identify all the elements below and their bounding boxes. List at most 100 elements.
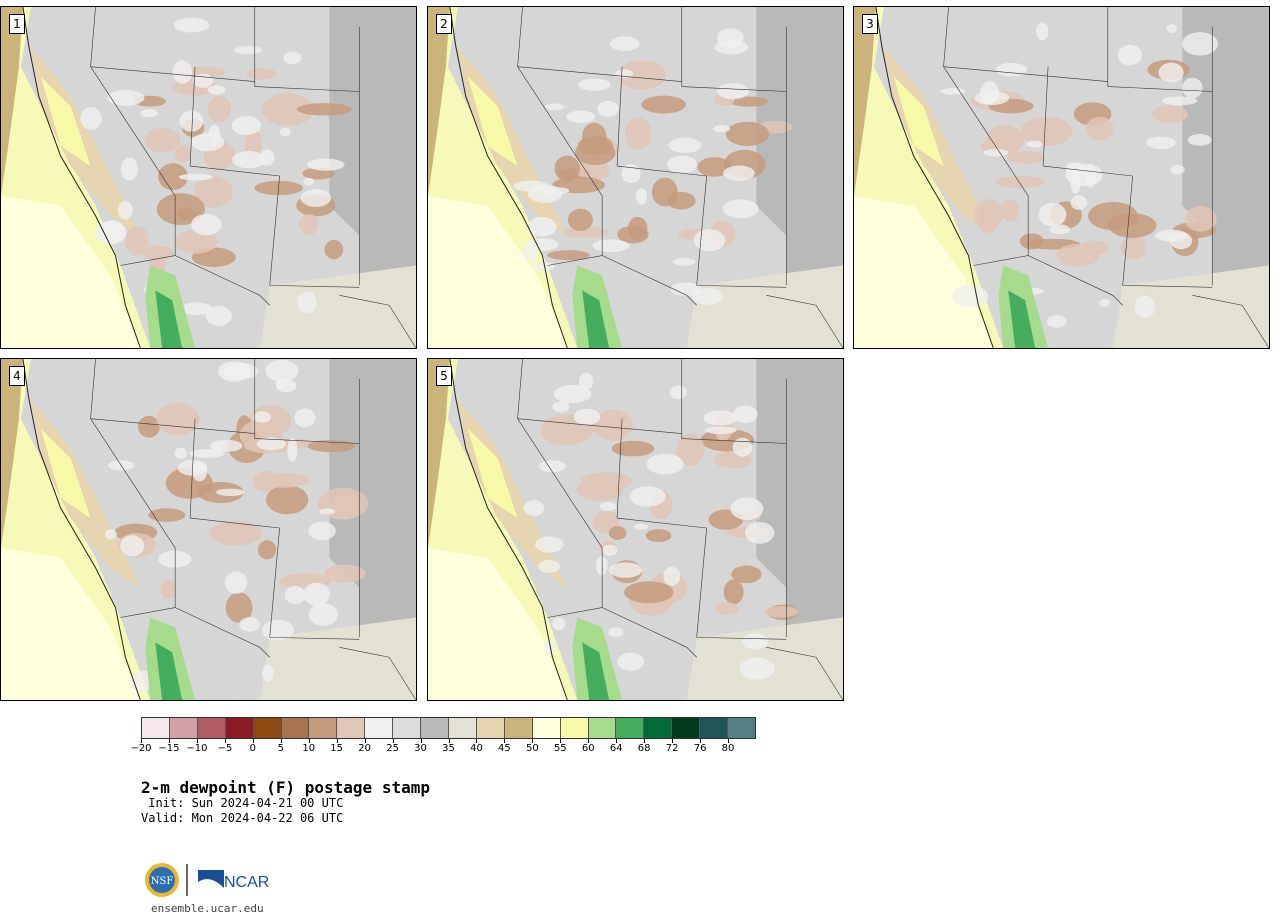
light-patch [544,103,565,111]
state-border [1043,165,1133,177]
dry-patch [995,175,1045,189]
member-3-map: 3 [853,6,1270,349]
member-1-label: 1 [9,14,25,34]
light-patch [216,488,245,496]
colorbar-tick [616,739,618,743]
light-patch [1070,173,1081,194]
dry-patch [175,229,218,254]
colorbar-tick [504,739,506,743]
dry-patch [577,136,614,156]
light-patch [723,165,755,181]
colorbar-swatch [700,718,729,738]
light-patch [205,306,232,326]
colorbar-tick [420,739,422,743]
dewpoint-map [428,7,843,348]
colorbar-tick-label: 80 [721,743,735,754]
light-patch [633,523,649,530]
light-patch [1117,44,1142,66]
state-border [1122,285,1213,288]
light-patch [543,639,556,655]
dry-patch [1006,151,1045,164]
light-patch [232,151,266,169]
light-patch [189,449,225,458]
light-patch [1049,224,1070,235]
state-border [681,86,787,92]
light-patch [1134,295,1156,318]
state-border [1122,175,1133,286]
coastline [875,7,994,348]
colorbar-swatch [393,718,422,738]
colorbar-swatch [616,718,645,738]
light-patch [1099,298,1110,308]
light-patch [1170,164,1185,175]
light-patch [308,602,338,627]
light-patch [663,566,681,586]
colorbar-tick-label: 30 [414,743,427,754]
light-patch [294,408,316,428]
logos: NSF NCAR [144,860,284,900]
ncar-logo-text: NCAR [224,874,269,891]
state-border [616,66,623,167]
light-patch [609,36,640,51]
light-patch [104,529,117,540]
light-patch [284,585,306,605]
colorbar-tick [672,739,674,743]
colorbar-tick [280,739,282,743]
light-patch [739,657,775,680]
light-patch [207,85,226,95]
light-patch [1085,164,1096,188]
nsf-logo-icon: NSF [145,863,179,897]
colorbar-tick [168,739,170,743]
light-patch [80,107,102,130]
offshore-zone [854,7,876,196]
state-border [1028,255,1123,306]
colorbar-tick-label: −5 [217,743,233,754]
dry-patch [148,508,186,522]
colorbar-tick-label: 64 [609,743,623,754]
dewpoint-map [1,359,416,700]
offshore-zone [1,359,23,548]
colorbar-swatch [197,718,226,738]
colorbar-tick [476,739,478,743]
state-border [517,418,682,434]
light-patch [107,89,145,106]
coastline [22,359,141,700]
central-valley [40,76,91,167]
light-patch [673,257,696,266]
light-patch [1158,62,1184,83]
member-2-label: 2 [436,14,452,34]
light-patch [940,87,966,95]
page-title: 2-m dewpoint (F) postage stamp [141,778,430,797]
light-patch [669,385,687,399]
light-patch [1146,136,1176,150]
colorbar-swatch [644,718,673,738]
colorbar-tick-label: 60 [581,743,595,754]
gulf-moisture-core [155,642,183,700]
light-patch [732,437,753,457]
light-patch [717,28,744,48]
state-border [696,637,787,640]
light-patch [1187,133,1212,146]
state-border [254,438,360,444]
state-border [943,66,1108,82]
colorbar-tick [700,739,702,743]
state-border [766,647,843,700]
dry-patch [174,145,192,163]
dry-patch [977,205,1000,234]
colorbar-tick [588,739,590,743]
dry-patch [592,409,634,441]
colorbar-swatch [281,718,310,738]
light-patch [307,158,345,171]
state-border [175,607,270,658]
colorbar-swatch [337,718,366,738]
state-border [696,285,787,288]
state-border [339,647,416,700]
dry-patch [697,157,732,177]
ocean-zone [1,547,141,700]
dry-patch [1000,199,1020,222]
light-patch [592,239,630,253]
light-patch [538,460,566,473]
dry-patch [641,95,686,114]
dry-patch [324,239,344,260]
dry-patch [1184,206,1217,232]
